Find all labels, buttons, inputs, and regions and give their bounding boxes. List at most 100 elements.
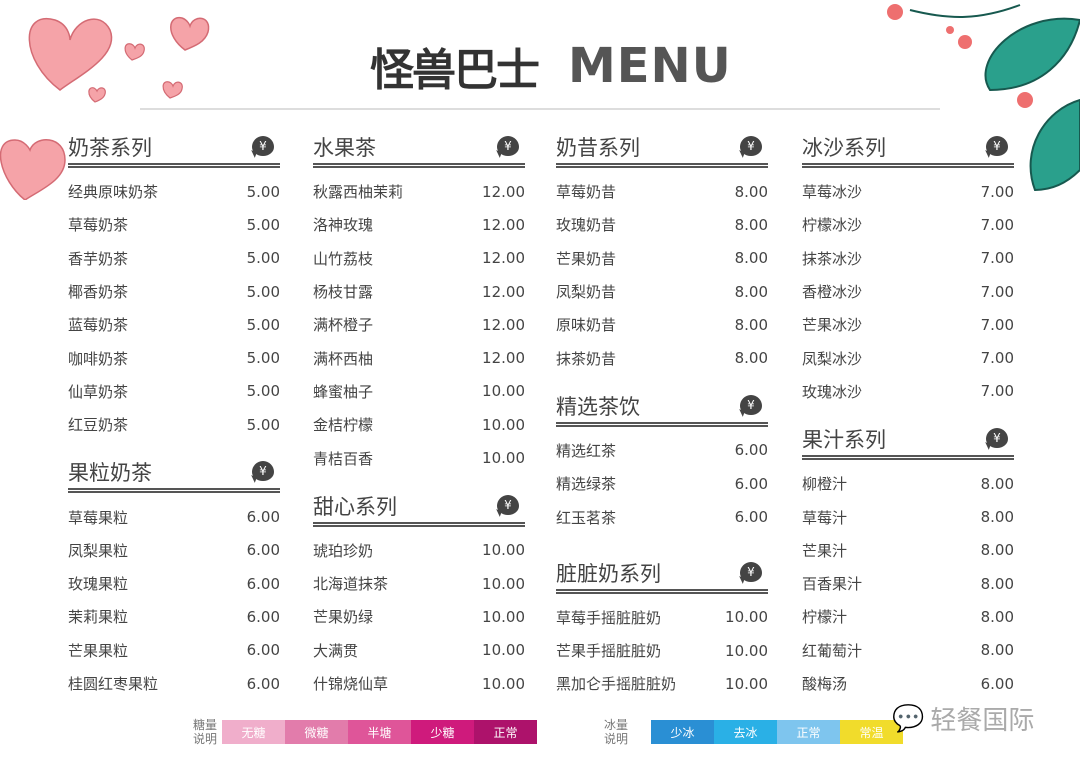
- menu-item: 咖啡奶茶 5.00: [68, 341, 280, 374]
- menu-section: 果汁系列 ¥ 柳橙汁 8.00 草莓汁 8.00 芒果汁 8.00 百香果汁 8…: [802, 417, 1014, 700]
- item-name: 青桔百香: [313, 449, 374, 468]
- menu-item: 芒果奶绿 10.00: [313, 600, 525, 633]
- ice-level-1: 去冰: [714, 720, 777, 744]
- item-name: 芒果奶绿: [313, 608, 374, 627]
- menu-item: 玫瑰冰沙 7.00: [802, 375, 1014, 408]
- ice-level-3: 常温: [840, 720, 903, 744]
- header-divider: [140, 108, 940, 110]
- menu-item: 满杯西柚 12.00: [313, 341, 525, 374]
- section-divider: [556, 421, 768, 427]
- section-header: 精选茶饮 ¥: [556, 384, 768, 434]
- item-name: 精选绿茶: [556, 475, 617, 494]
- item-price: 12.00: [482, 249, 525, 268]
- menu-title: MENU: [568, 38, 732, 94]
- section-title: 甜心系列: [313, 494, 397, 519]
- item-price: 6.00: [246, 607, 280, 626]
- item-price: 8.00: [980, 641, 1014, 660]
- item-price: 6.00: [980, 674, 1014, 693]
- menu-item: 芒果冰沙 7.00: [802, 308, 1014, 341]
- item-price: 7.00: [980, 249, 1014, 268]
- item-price: 6.00: [246, 641, 280, 660]
- leaf-icon: [1029, 98, 1080, 192]
- menu-item: 草莓奶茶 5.00: [68, 208, 280, 241]
- item-name: 满杯西柚: [313, 349, 374, 368]
- item-price: 8.00: [980, 541, 1014, 560]
- item-price: 10.00: [725, 641, 768, 660]
- hearts-decoration: [0, 17, 210, 200]
- section-divider: [802, 455, 1014, 461]
- item-name: 仙草奶茶: [68, 382, 129, 401]
- item-name: 芒果冰沙: [802, 316, 863, 335]
- item-name: 琥珀珍奶: [313, 541, 374, 560]
- menu-item: 抹茶冰沙 7.00: [802, 242, 1014, 275]
- item-name: 山竹荔枝: [313, 249, 374, 268]
- section-header: 果汁系列 ¥: [802, 417, 1014, 467]
- item-price: 8.00: [980, 508, 1014, 527]
- section-divider: [313, 163, 525, 168]
- menu-item: 红豆奶茶 5.00: [68, 408, 280, 441]
- watermark: 💬 轻餐国际: [892, 700, 1034, 737]
- section-title: 精选茶饮: [556, 394, 640, 419]
- item-name: 酸梅汤: [802, 675, 848, 693]
- menu-item: 经典原味奶茶 5.00: [68, 175, 280, 208]
- menu-item: 金桔柠檬 10.00: [313, 408, 525, 441]
- menu-item: 百香果汁 8.00: [802, 567, 1014, 600]
- item-name: 洛神玫瑰: [313, 216, 374, 235]
- menu-item: 草莓汁 8.00: [802, 500, 1014, 533]
- item-name: 原味奶昔: [556, 316, 617, 335]
- item-name: 椰香奶茶: [68, 283, 129, 302]
- item-price: 10.00: [482, 415, 525, 434]
- menu-item: 洛神玫瑰 12.00: [313, 208, 525, 241]
- item-price: 5.00: [246, 349, 280, 368]
- section-header: 脏脏奶系列 ¥: [556, 551, 768, 601]
- menu-item: 杨枝甘露 12.00: [313, 275, 525, 308]
- section-title: 果粒奶茶: [68, 461, 152, 486]
- item-price: 8.00: [980, 574, 1014, 593]
- menu-section: 水果茶 ¥ 秋露西柚茉莉 12.00 洛神玫瑰 12.00 山竹荔枝 12.00…: [313, 125, 525, 475]
- item-price: 5.00: [246, 215, 280, 234]
- leaf-icon: [984, 17, 1080, 92]
- item-price: 7.00: [980, 349, 1014, 368]
- item-name: 秋露西柚茉莉: [313, 183, 404, 202]
- item-price: 8.00: [734, 215, 768, 234]
- menu-item: 红葡萄汁 8.00: [802, 634, 1014, 667]
- flower-icon: [946, 26, 954, 34]
- item-price: 5.00: [246, 382, 280, 401]
- menu-item: 草莓冰沙 7.00: [802, 175, 1014, 208]
- item-name: 蓝莓奶茶: [68, 316, 129, 335]
- menu-item: 原味奶昔 8.00: [556, 308, 768, 341]
- yen-price-icon: ¥: [497, 494, 519, 515]
- wechat-icon: 💬: [892, 703, 925, 734]
- menu-item: 秋露西柚茉莉 12.00: [313, 175, 525, 208]
- item-price: 8.00: [734, 249, 768, 268]
- item-price: 12.00: [482, 282, 525, 301]
- heart-icon: [88, 87, 106, 103]
- item-name: 草莓手摇脏脏奶: [556, 608, 662, 627]
- sugar-level-4: 正常: [474, 720, 537, 744]
- section-header: 奶茶系列 ¥: [68, 125, 280, 175]
- section-header: 甜心系列 ¥: [313, 484, 525, 534]
- item-name: 红豆奶茶: [68, 416, 129, 435]
- ice-level-0: 少冰: [651, 720, 714, 744]
- menu-item: 茉莉果粒 6.00: [68, 600, 280, 633]
- flower-icon: [1017, 92, 1033, 108]
- menu-item: 蜂蜜柚子 10.00: [313, 375, 525, 408]
- section-header: 奶昔系列 ¥: [556, 125, 768, 175]
- item-name: 什锦烧仙草: [313, 675, 389, 693]
- yen-price-icon: ¥: [986, 428, 1008, 449]
- watermark-text: 轻餐国际: [930, 706, 1035, 736]
- menu-item: 什锦烧仙草 10.00: [313, 667, 525, 700]
- item-name: 精选红茶: [556, 441, 617, 460]
- item-price: 5.00: [246, 249, 280, 268]
- item-price: 10.00: [482, 641, 525, 660]
- item-name: 柳橙汁: [802, 475, 848, 494]
- item-name: 大满贯: [313, 641, 359, 660]
- item-price: 6.00: [734, 474, 768, 493]
- item-price: 7.00: [980, 282, 1014, 301]
- menu-item: 柳橙汁 8.00: [802, 467, 1014, 500]
- item-price: 12.00: [482, 215, 525, 234]
- menu-item: 抹茶奶昔 8.00: [556, 341, 768, 374]
- menu-item: 凤梨冰沙 7.00: [802, 341, 1014, 374]
- menu-item: 芒果奶昔 8.00: [556, 242, 768, 275]
- item-price: 10.00: [482, 541, 525, 560]
